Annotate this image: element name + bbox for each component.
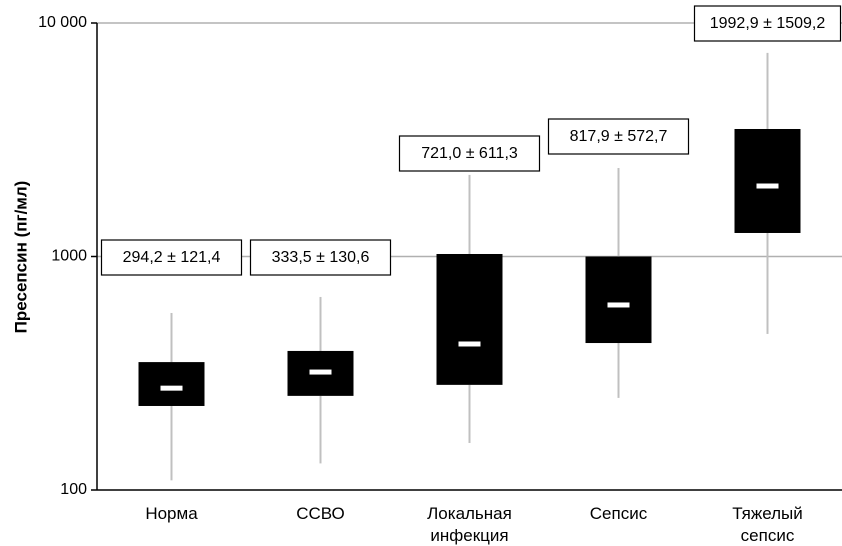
annotation: 721,0 ± 611,3 [421, 145, 518, 162]
annotation: 817,9 ± 572,7 [570, 128, 668, 145]
y-tick-label: 10 000 [38, 14, 87, 31]
y-tick-label: 1000 [51, 248, 87, 265]
median [458, 341, 481, 347]
box [585, 256, 652, 344]
x-tick-label: Тяжелый сепсис [732, 504, 803, 545]
median [607, 302, 630, 308]
annotation-box [693, 5, 842, 42]
annotation: 1992,9 ± 1509,2 [710, 15, 826, 32]
median [309, 369, 332, 375]
annotation-box [398, 135, 541, 172]
annotation: 333,5 ± 130,6 [272, 249, 370, 266]
annotation: 294,2 ± 121,4 [123, 249, 221, 266]
y-axis-label: Пресепсин (пг/мл) [11, 181, 30, 334]
x-tick-label: Сепсис [589, 504, 648, 523]
y-tick-label: 100 [60, 481, 87, 498]
x-tick-label: Норма [145, 504, 198, 523]
annotation-box [249, 239, 392, 276]
box [436, 253, 503, 385]
median [756, 183, 779, 189]
x-tick-label: ССВО [296, 504, 345, 523]
box [734, 128, 801, 233]
x-tick-label: Локальная инфекция [427, 504, 512, 545]
annotation-box [547, 118, 690, 155]
box [138, 362, 205, 406]
annotation-box [100, 239, 243, 276]
median [160, 385, 183, 391]
